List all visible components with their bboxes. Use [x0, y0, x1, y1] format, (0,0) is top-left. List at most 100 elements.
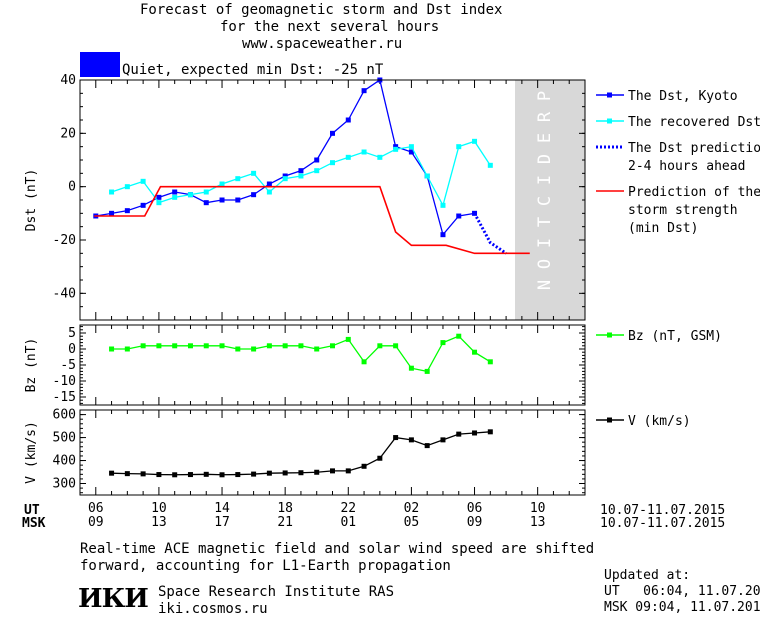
series-line-dst-2: [473, 212, 507, 255]
legend-dst-prediction-label: 2-4 hours ahead: [628, 159, 745, 174]
data-point-dst-1: [203, 189, 209, 195]
y-axis-label: Bz (nT): [24, 338, 39, 393]
institute-name: Space Research Institute RAS: [158, 584, 395, 600]
data-point-dst-1: [251, 170, 257, 176]
msk-tick-label: 17: [214, 515, 230, 530]
legend-velocity-marker: [607, 417, 612, 423]
data-point-v-0: [219, 472, 225, 478]
y-tick-label: 400: [53, 454, 76, 469]
data-point-dst-1: [282, 176, 288, 182]
data-point-dst-1: [472, 138, 478, 144]
data-point-v-0: [330, 468, 335, 474]
data-point-bz-0: [440, 340, 446, 346]
data-point-bz-0: [487, 359, 493, 365]
prediction-zone: [515, 80, 585, 320]
prediction-label-letter: R: [535, 111, 555, 122]
prediction-label-letter: N: [535, 280, 555, 290]
ut-tick-label: 02: [404, 501, 420, 516]
y-tick-label: -5: [60, 358, 76, 373]
data-point-v-0: [456, 431, 462, 437]
y-tick-label: 0: [68, 342, 76, 357]
data-point-bz-0: [377, 343, 383, 349]
data-point-bz-0: [266, 343, 272, 349]
plot-frame-dst: [79, 79, 586, 321]
data-point-dst-0: [140, 202, 146, 208]
series-line-bz-0: [111, 335, 491, 373]
data-point-dst-1: [440, 202, 446, 208]
legend-storm-strength-label: (min Dst): [628, 221, 698, 236]
data-point-dst-1: [266, 189, 272, 195]
data-point-dst-0: [330, 130, 335, 136]
data-point-v-0: [251, 471, 257, 477]
chart-title-line2: for the next several hours: [220, 19, 440, 35]
data-point-v-0: [361, 463, 367, 469]
data-point-v-0: [377, 455, 383, 461]
data-point-v-0: [187, 472, 193, 478]
data-point-dst-0: [456, 213, 462, 219]
data-point-v-0: [124, 471, 130, 477]
data-point-v-0: [172, 472, 178, 478]
data-point-dst-1: [361, 149, 367, 155]
msk-tick-label: 01: [340, 515, 356, 530]
y-tick-label: -20: [53, 233, 76, 248]
y-tick-label: 20: [60, 126, 76, 141]
data-point-v-0: [408, 437, 414, 443]
data-point-dst-0: [109, 210, 115, 216]
ut-tick-label: 06: [467, 501, 483, 516]
ut-tick-label: 22: [340, 501, 356, 516]
data-point-bz-0: [456, 333, 462, 339]
legend-velocity-label: V (km/s): [628, 414, 691, 429]
data-point-v-0: [266, 470, 272, 476]
data-point-bz-0: [124, 346, 130, 352]
chart-title-line1: Forecast of geomagnetic storm and Dst in…: [140, 2, 503, 18]
date-range-msk: 10.07-11.07.2015: [600, 516, 726, 531]
plot-frame-v: [79, 409, 586, 496]
data-point-v-0: [345, 468, 351, 474]
data-point-dst-0: [361, 88, 367, 94]
prediction-label-letter: I: [535, 175, 555, 185]
data-point-dst-1: [424, 173, 430, 179]
chart-title-line3: www.spaceweather.ru: [242, 36, 403, 52]
prediction-label-letter: T: [535, 217, 555, 227]
ut-tick-label: 18: [277, 501, 293, 516]
data-point-bz-0: [156, 343, 162, 349]
data-point-dst-0: [298, 168, 304, 174]
data-point-dst-0: [282, 173, 288, 179]
data-point-v-0: [424, 443, 430, 449]
data-point-bz-0: [472, 349, 478, 355]
data-point-dst-0: [393, 144, 399, 150]
data-point-dst-1: [124, 184, 130, 190]
data-point-dst-0: [172, 189, 178, 195]
prediction-label-letter: E: [535, 133, 555, 143]
data-point-dst-1: [377, 154, 383, 160]
y-tick-label: 500: [53, 431, 76, 446]
data-point-v-0: [282, 470, 288, 476]
data-point-v-0: [314, 469, 320, 475]
data-point-dst-0: [124, 208, 130, 214]
msk-tick-label: 05: [404, 515, 420, 530]
data-point-bz-0: [314, 346, 320, 352]
data-point-bz-0: [282, 343, 288, 349]
data-point-bz-0: [172, 343, 178, 349]
y-tick-label: 600: [53, 408, 76, 423]
series-line-dst-1: [111, 140, 491, 208]
data-point-v-0: [140, 471, 146, 477]
date-range-ut: 10.07-11.07.2015: [600, 503, 726, 518]
data-point-v-0: [393, 435, 399, 441]
status-text: Quiet, expected min Dst: -25 nT: [122, 62, 384, 78]
data-point-dst-0: [219, 197, 225, 203]
data-point-bz-0: [219, 343, 225, 349]
data-point-dst-0: [345, 117, 351, 123]
y-tick-label: -10: [53, 374, 76, 389]
legend-dst-prediction-label: The Dst prediction: [628, 141, 760, 156]
ut-tick-label: 10: [530, 501, 546, 516]
legend-recovered-dst-marker: [607, 118, 612, 124]
prediction-label-letter: P: [535, 91, 555, 101]
data-point-dst-1: [219, 181, 225, 187]
legend-dst-kyoto-label: The Dst, Kyoto: [628, 89, 738, 104]
data-point-dst-1: [140, 178, 146, 184]
y-tick-label: 40: [60, 73, 76, 88]
iki-logo: ИКИ: [78, 584, 149, 614]
ut-tick-label: 10: [151, 501, 167, 516]
